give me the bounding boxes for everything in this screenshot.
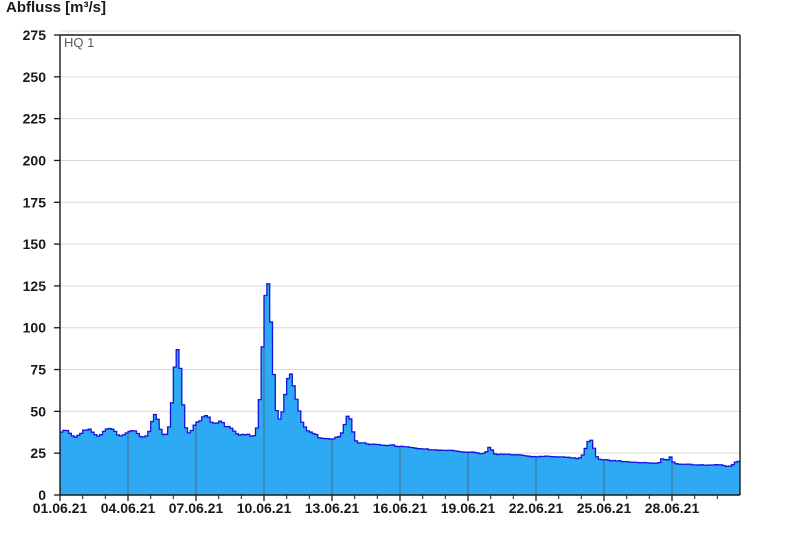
svg-text:250: 250 — [23, 69, 47, 85]
svg-text:25.06.21: 25.06.21 — [577, 500, 632, 516]
svg-text:225: 225 — [23, 111, 47, 127]
svg-text:10.06.21: 10.06.21 — [237, 500, 292, 516]
svg-text:07.06.21: 07.06.21 — [169, 500, 224, 516]
svg-text:04.06.21: 04.06.21 — [101, 500, 156, 516]
svg-text:25: 25 — [30, 445, 46, 461]
svg-text:275: 275 — [23, 27, 47, 43]
svg-text:28.06.21: 28.06.21 — [645, 500, 700, 516]
svg-text:100: 100 — [23, 320, 47, 336]
svg-text:200: 200 — [23, 152, 47, 168]
svg-text:16.06.21: 16.06.21 — [373, 500, 428, 516]
svg-text:50: 50 — [30, 403, 46, 419]
svg-text:01.06.21: 01.06.21 — [33, 500, 88, 516]
svg-text:13.06.21: 13.06.21 — [305, 500, 360, 516]
svg-text:22.06.21: 22.06.21 — [509, 500, 564, 516]
svg-text:175: 175 — [23, 194, 47, 210]
svg-text:125: 125 — [23, 278, 47, 294]
svg-text:HQ 1: HQ 1 — [64, 35, 94, 50]
svg-text:19.06.21: 19.06.21 — [441, 500, 496, 516]
svg-text:150: 150 — [23, 236, 47, 252]
svg-text:75: 75 — [30, 362, 46, 378]
